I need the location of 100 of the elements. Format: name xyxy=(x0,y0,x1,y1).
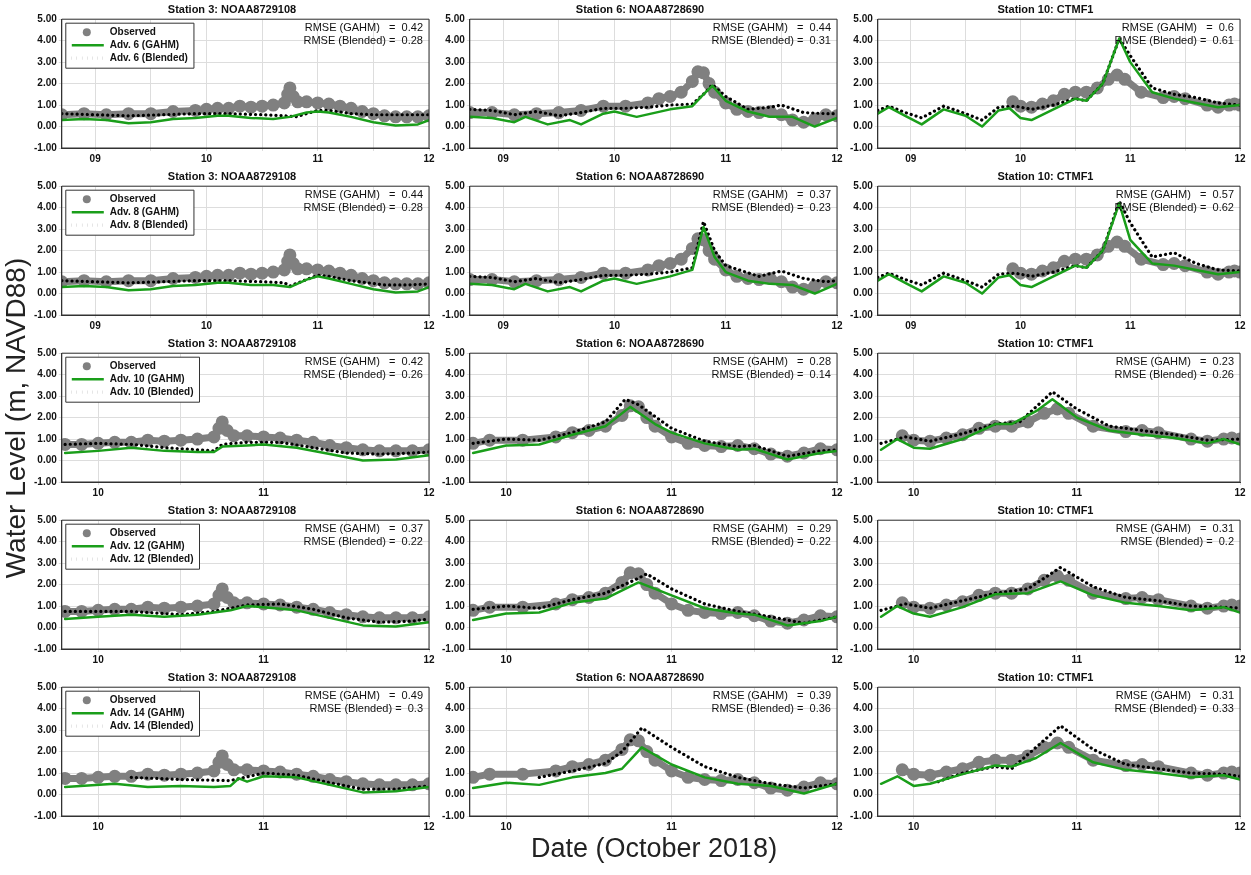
x-tick-label: 11 xyxy=(1071,820,1083,832)
y-tick-label: 4.00 xyxy=(445,368,466,380)
y-tick-label: 4.00 xyxy=(853,34,874,46)
y-tick-label: 0.00 xyxy=(445,621,466,633)
y-tick-label: 5.00 xyxy=(445,680,466,692)
chart-title: Station 6: NOAA8728690 xyxy=(575,670,705,683)
annotation: RMSE (Blended) = 0.36 xyxy=(711,701,831,714)
annotation: RMSE (Blended) = 0.28 xyxy=(303,33,423,46)
y-tick-label: 1.00 xyxy=(853,98,874,110)
chart-title: Station 3: NOAA8729108 xyxy=(167,2,297,15)
x-tick-label: 12 xyxy=(1234,319,1246,331)
y-tick-label: 5.00 xyxy=(37,680,58,692)
x-tick-label: 10 xyxy=(908,820,920,832)
annotation: RMSE (GAHM) = 0.42 xyxy=(304,354,423,367)
y-tick-label: 0.00 xyxy=(445,120,466,132)
y-tick-label: 2.00 xyxy=(853,745,874,757)
y-tick-label: -1.00 xyxy=(850,475,874,487)
annotation: RMSE (GAHM) = 0.6 xyxy=(1121,20,1234,33)
legend-label: Adv. 14 (GAHM) xyxy=(109,706,185,718)
y-tick-label: 0.00 xyxy=(37,120,58,132)
x-tick-label: 11 xyxy=(1071,653,1083,665)
x-tick-label: 10 xyxy=(92,653,105,665)
x-tick-label: 11 xyxy=(1071,486,1083,498)
annotation: RMSE (GAHM) = 0.39 xyxy=(712,688,831,701)
y-tick-label: -1.00 xyxy=(850,308,874,320)
x-tick-label: 09 xyxy=(497,152,510,164)
chart-title: Station 3: NOAA8729108 xyxy=(167,336,297,349)
x-tick-label: 10 xyxy=(92,486,105,498)
x-tick-label: 10 xyxy=(500,653,513,665)
x-tick-label: 11 xyxy=(258,486,270,498)
y-tick-label: 2.00 xyxy=(37,745,58,757)
annotation: RMSE (Blended) = 0.33 xyxy=(1114,701,1234,714)
y-tick-label: 1.00 xyxy=(37,432,58,444)
annotation: RMSE (GAHM) = 0.49 xyxy=(304,688,423,701)
annotation: RMSE (Blended) = 0.28 xyxy=(303,200,423,213)
y-tick-label: 3.00 xyxy=(853,55,874,67)
y-tick-label: 4.00 xyxy=(37,368,58,380)
x-tick-label: 12 xyxy=(831,319,843,331)
x-tick-label: 10 xyxy=(500,486,513,498)
y-tick-label: 2.00 xyxy=(37,578,58,590)
annotation: RMSE (Blended) = 0.26 xyxy=(1114,367,1234,380)
y-tick-label: 5.00 xyxy=(445,179,466,191)
annotation: RMSE (GAHM) = 0.31 xyxy=(1115,521,1234,534)
x-tick-label: 11 xyxy=(312,319,324,331)
annotation: RMSE (GAHM) = 0.37 xyxy=(712,187,831,200)
chart-title: Station 10: CTMF1 xyxy=(997,336,1094,349)
y-tick-label: 3.00 xyxy=(37,556,58,568)
chart-title: Station 10: CTMF1 xyxy=(997,503,1094,516)
y-tick-label: 2.00 xyxy=(445,411,466,423)
y-tick-label: -1.00 xyxy=(442,809,466,821)
annotation: RMSE (GAHM) = 0.44 xyxy=(712,20,831,33)
y-tick-label: 1.00 xyxy=(853,265,874,277)
x-tick-label: 11 xyxy=(1124,152,1136,164)
y-tick-label: 3.00 xyxy=(445,723,466,735)
y-tick-label: 1.00 xyxy=(445,766,466,778)
chart-title: Station 10: CTMF1 xyxy=(997,169,1094,182)
legend-label: Adv. 12 (GAHM) xyxy=(109,539,185,551)
y-tick-label: 0.00 xyxy=(37,621,58,633)
annotation: RMSE (Blended) = 0.31 xyxy=(711,33,831,46)
legend-label: Observed xyxy=(109,693,156,705)
y-tick-label: 5.00 xyxy=(853,513,874,525)
x-tick-label: 12 xyxy=(1234,653,1246,665)
annotation: RMSE (GAHM) = 0.37 xyxy=(304,521,423,534)
y-tick-label: 2.00 xyxy=(853,77,874,89)
y-tick-label: 3.00 xyxy=(853,222,874,234)
y-tick-label: 5.00 xyxy=(445,513,466,525)
y-axis-title: Water Level (m, NAVD88) xyxy=(0,257,32,578)
y-tick-label: 0.00 xyxy=(37,454,58,466)
x-axis-title: Date (October 2018) xyxy=(531,833,778,864)
x-tick-label: 12 xyxy=(423,486,435,498)
legend-label: Observed xyxy=(109,192,156,204)
y-tick-label: 0.00 xyxy=(853,120,874,132)
y-tick-label: 3.00 xyxy=(37,389,58,401)
y-tick-label: 1.00 xyxy=(37,766,58,778)
annotation: RMSE (Blended) = 0.23 xyxy=(711,200,831,213)
y-tick-label: 4.00 xyxy=(445,535,466,547)
x-tick-label: 09 xyxy=(89,152,102,164)
y-tick-label: 1.00 xyxy=(445,432,466,444)
y-tick-label: 4.00 xyxy=(37,702,58,714)
y-tick-label: 2.00 xyxy=(37,411,58,423)
y-tick-label: 0.00 xyxy=(445,287,466,299)
y-tick-label: 3.00 xyxy=(853,389,874,401)
chart-title: Station 6: NOAA8728690 xyxy=(575,169,705,182)
y-tick-label: 1.00 xyxy=(853,599,874,611)
y-tick-label: -1.00 xyxy=(34,308,58,320)
y-tick-label: 2.00 xyxy=(853,411,874,423)
annotation: RMSE (GAHM) = 0.28 xyxy=(712,354,831,367)
chart-title: Station 3: NOAA8729108 xyxy=(167,169,297,182)
x-tick-label: 10 xyxy=(908,486,920,498)
y-tick-label: 2.00 xyxy=(445,244,466,256)
y-tick-label: -1.00 xyxy=(34,475,58,487)
legend-label: Observed xyxy=(109,25,156,37)
y-tick-label: 3.00 xyxy=(445,222,466,234)
x-tick-label: 11 xyxy=(258,820,270,832)
y-tick-label: 1.00 xyxy=(37,98,58,110)
y-tick-label: 4.00 xyxy=(853,368,874,380)
x-tick-label: 11 xyxy=(666,653,678,665)
legend-label: Adv. 10 (Blended) xyxy=(109,385,194,397)
x-tick-label: 11 xyxy=(666,820,678,832)
y-tick-label: 3.00 xyxy=(445,556,466,568)
